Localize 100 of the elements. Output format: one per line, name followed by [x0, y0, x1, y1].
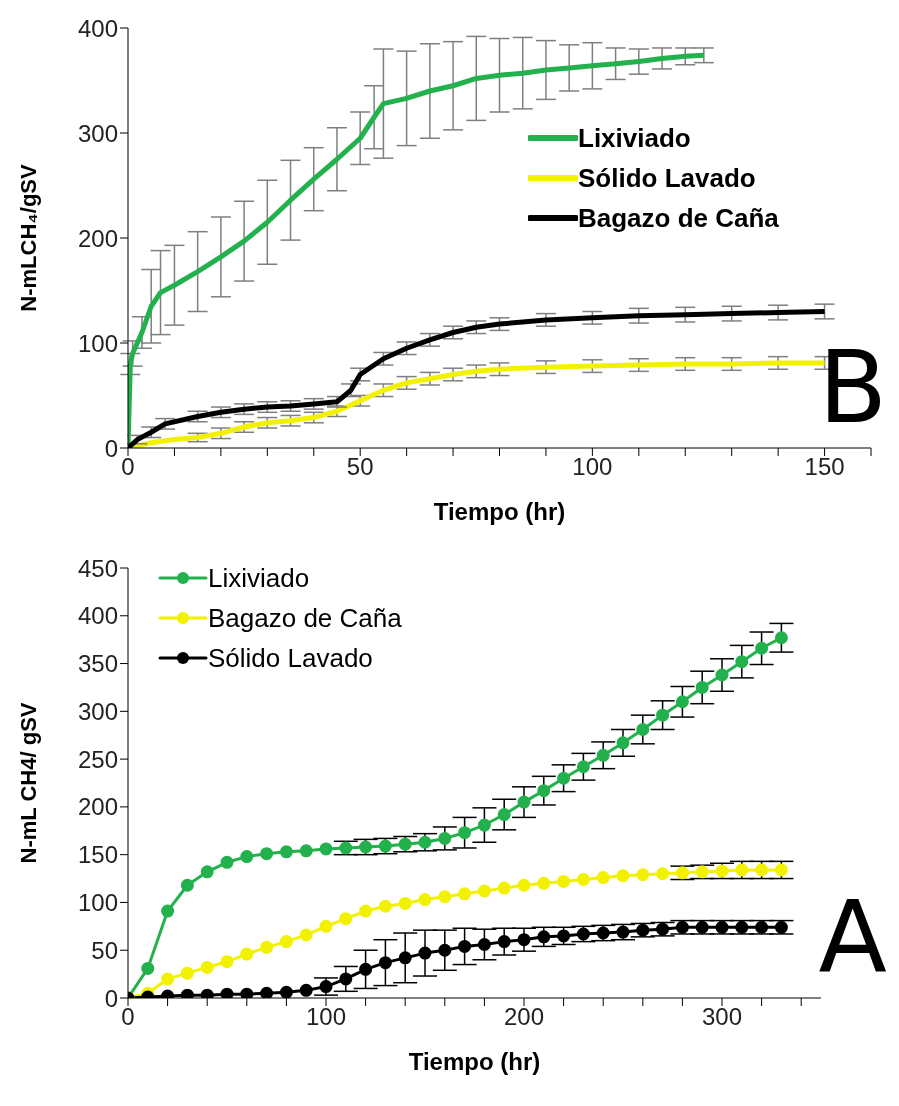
y-tick-label: 100 [77, 329, 118, 357]
point [636, 722, 650, 736]
point [299, 928, 313, 942]
point [656, 708, 670, 722]
point [557, 929, 571, 943]
point [695, 865, 709, 879]
point [656, 867, 670, 881]
point [458, 826, 472, 840]
point [774, 631, 788, 645]
y-tick-label: 300 [77, 697, 118, 725]
y-tick-label: 200 [77, 224, 118, 252]
point [180, 878, 194, 892]
point [735, 863, 749, 877]
point [180, 966, 194, 980]
point [517, 933, 531, 947]
point [755, 920, 769, 934]
point [656, 922, 670, 936]
annotation: B [818, 329, 887, 446]
legend-label: Sólido Lavado [578, 162, 756, 194]
point [557, 771, 571, 785]
point [418, 893, 432, 907]
point [774, 863, 788, 877]
point [299, 983, 313, 997]
point [279, 985, 293, 998]
point [616, 869, 630, 883]
y-axis-title: N-mLCH₄/gSV [15, 163, 41, 312]
point [398, 837, 412, 851]
point [398, 896, 412, 910]
point [299, 844, 313, 858]
point [180, 988, 194, 998]
point [497, 808, 511, 822]
x-axis-title: Tiempo (hr) [408, 1048, 541, 1075]
point [715, 920, 729, 934]
point [200, 865, 214, 879]
x-tick-label: 300 [701, 1003, 743, 1031]
legend-label: Lixiviado [578, 122, 691, 154]
point [161, 904, 175, 918]
point [715, 668, 729, 682]
point [715, 864, 729, 878]
point [438, 943, 452, 957]
point [339, 912, 353, 926]
point [477, 818, 491, 832]
point [438, 831, 452, 845]
point [774, 920, 788, 934]
point [636, 923, 650, 937]
y-tick-label: 250 [77, 745, 118, 773]
legend-label: Lixiviado [208, 562, 310, 594]
point [220, 987, 234, 998]
point [378, 839, 392, 853]
point [359, 962, 373, 976]
point [576, 760, 590, 774]
x-tick-label: 200 [503, 1003, 545, 1031]
point [240, 850, 254, 864]
y-tick-label: 300 [77, 119, 118, 147]
point [240, 987, 254, 998]
point [438, 890, 452, 904]
point [161, 972, 175, 986]
point [418, 835, 432, 849]
point [319, 842, 333, 856]
point [279, 935, 293, 949]
point [675, 866, 689, 880]
point [537, 876, 551, 890]
point [497, 935, 511, 949]
y-tick-label: 400 [77, 602, 118, 630]
point [339, 972, 353, 986]
point [378, 899, 392, 913]
x-tick-label: 50 [346, 453, 374, 481]
point [359, 840, 373, 854]
point [537, 930, 551, 944]
x-tick-label: 100 [572, 453, 613, 481]
point [735, 920, 749, 934]
point [359, 904, 373, 918]
point [497, 881, 511, 895]
y-tick-label: 0 [104, 434, 118, 462]
point [339, 841, 353, 855]
point [279, 845, 293, 859]
point [477, 884, 491, 898]
x-tick-label: 0 [121, 1003, 135, 1031]
y-axis-title: N-mL CH4/ gSV [15, 702, 41, 864]
point [260, 847, 274, 861]
point [517, 795, 531, 809]
point [200, 960, 214, 974]
point [537, 784, 551, 798]
point [675, 920, 689, 934]
x-tick-label: 150 [804, 453, 845, 481]
point [141, 961, 155, 975]
point [220, 855, 234, 869]
point [458, 887, 472, 901]
point [755, 863, 769, 877]
point [319, 919, 333, 933]
point [596, 748, 610, 762]
point [616, 925, 630, 939]
legend-label: Bagazo de Caña [208, 602, 402, 634]
point [755, 641, 769, 655]
point [695, 920, 709, 934]
y-tick-label: 0 [104, 984, 118, 1012]
point [398, 951, 412, 965]
point [735, 655, 749, 669]
y-tick-label: 350 [77, 650, 118, 678]
point [260, 940, 274, 954]
